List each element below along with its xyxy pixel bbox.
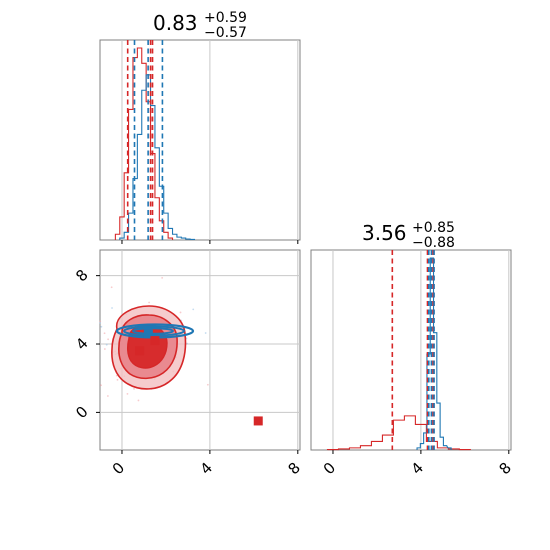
scatter-panel: 0 4 8 0 4 8 bbox=[72, 249, 304, 478]
scatter-sample-point bbox=[137, 399, 140, 402]
scatter-sample-point bbox=[186, 342, 188, 345]
hist1-title-value: 0.83 bbox=[153, 11, 198, 35]
hist2-xtick-0: 0 bbox=[320, 459, 339, 478]
hist1-frame bbox=[99, 39, 301, 241]
scatter-sample-point bbox=[148, 301, 150, 304]
hist1-title-minus: −0.57 bbox=[204, 25, 247, 41]
hist1-blue-step bbox=[119, 74, 196, 240]
scatter-sample-point bbox=[100, 384, 102, 387]
hist2-xtick-1: 4 bbox=[408, 459, 427, 478]
scatter-ytick-labels: 0 4 8 bbox=[72, 266, 91, 422]
scatter-sample-point bbox=[179, 311, 182, 314]
scatter-sample-point bbox=[111, 307, 113, 309]
blue-contour-inner bbox=[132, 327, 174, 335]
red-contours bbox=[111, 305, 187, 390]
scatter-sample-point bbox=[116, 378, 119, 381]
marker-1 bbox=[135, 346, 145, 356]
marker-2 bbox=[150, 336, 160, 346]
hist-panel-param2: 3.56 +0.85 −0.88 0 4 8 bbox=[310, 220, 515, 478]
scatter-sample-point bbox=[106, 395, 109, 397]
scatter-ytick-1: 4 bbox=[72, 334, 91, 353]
hist1-red-series bbox=[114, 47, 174, 240]
scatter-sample-point bbox=[206, 383, 209, 386]
scatter-xtick-1: 4 bbox=[197, 459, 216, 478]
scatter-sample-point bbox=[204, 332, 207, 334]
scatter-sample-point bbox=[103, 332, 106, 335]
marker-3 bbox=[253, 416, 263, 426]
hist2-grid bbox=[332, 250, 510, 454]
scatter-sample-point bbox=[161, 276, 164, 279]
scatter-ytick-0: 0 bbox=[72, 403, 91, 422]
marker-layer bbox=[135, 329, 263, 426]
hist2-title: 3.56 +0.85 −0.88 bbox=[362, 220, 455, 251]
hist2-title-minus: −0.88 bbox=[412, 235, 455, 251]
hist2-xtick-labels: 0 4 8 bbox=[320, 459, 515, 478]
hist2-xtick-2: 8 bbox=[496, 459, 515, 478]
scatter-xtick-0: 0 bbox=[109, 459, 128, 478]
hist2-title-plus: +0.85 bbox=[412, 220, 455, 236]
hist1-blue-series bbox=[119, 74, 196, 240]
marker-0 bbox=[143, 329, 153, 339]
scatter-sample-point bbox=[103, 348, 106, 350]
scatter-xtick-2: 8 bbox=[285, 459, 304, 478]
scatter-sample-point bbox=[192, 308, 195, 311]
hist-panel-param1: 0.83 +0.59 −0.57 bbox=[99, 10, 301, 244]
scatter-sample-point bbox=[133, 387, 135, 390]
hist2-title-value: 3.56 bbox=[362, 221, 407, 245]
scatter-sample-point bbox=[100, 325, 103, 328]
scatter-sample-point bbox=[99, 321, 101, 324]
hist1-grid bbox=[121, 40, 299, 244]
scatter-sample-point bbox=[105, 343, 108, 346]
hist1-title: 0.83 +0.59 −0.57 bbox=[153, 10, 247, 41]
hist1-title-plus: +0.59 bbox=[204, 10, 247, 26]
scatter-sample-point bbox=[126, 392, 129, 395]
blue-contour-mid bbox=[123, 325, 185, 337]
scatter-ytick-2: 8 bbox=[72, 266, 91, 285]
hist2-frame bbox=[310, 249, 512, 451]
scatter-sample-point bbox=[110, 286, 113, 289]
scatter-sample-point bbox=[107, 338, 110, 341]
hist1-red-step bbox=[114, 47, 174, 240]
scatter-xtick-labels: 0 4 8 bbox=[109, 459, 304, 478]
